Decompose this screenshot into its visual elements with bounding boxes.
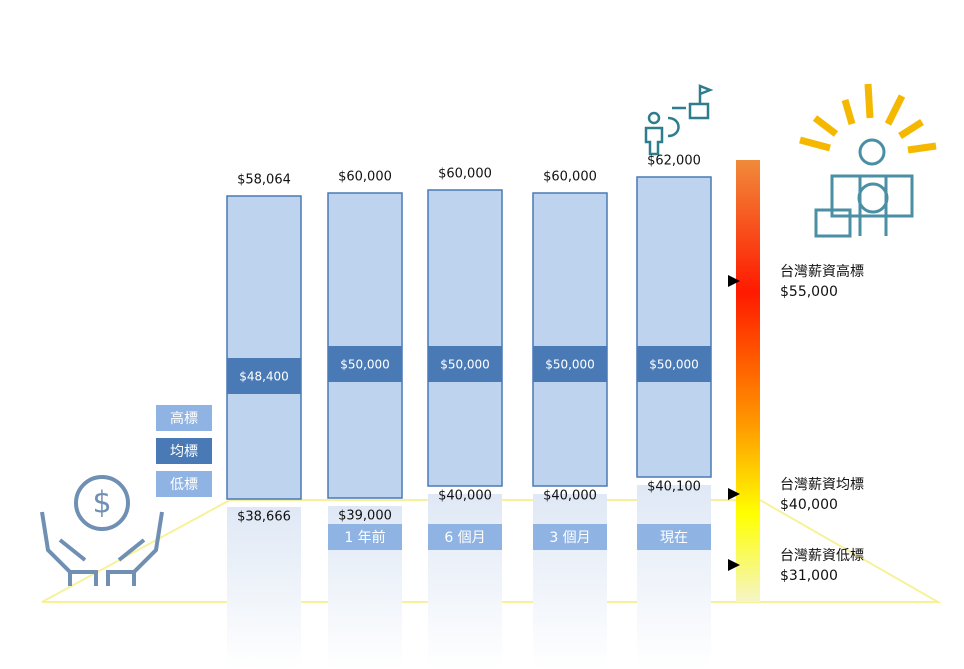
period-label: 1 年前 [344,529,385,546]
average-label: $50,000 [649,358,699,372]
period-box [637,524,711,550]
low-label: $39,000 [338,509,392,524]
svg-text:$: $ [92,486,111,521]
average-band [533,346,607,382]
low-label: $40,000 [438,489,492,504]
average-label: $50,000 [545,358,595,372]
low-label: $40,000 [543,489,597,504]
period-label: 現在 [660,530,688,546]
columns: $48,400 $58,064 $38,666 $50,000 $60,000 $39,0… [226,154,712,669]
benchmark-name: 台灣薪資低標 [780,548,864,564]
average-label: $50,000 [440,358,490,372]
reflection [428,494,502,669]
legend-label: 低標 [170,477,198,493]
marker [728,559,740,571]
benchmarks: 台灣薪資高標 $55,000 台灣薪資均標 $40,000 台灣薪資低標 $31,000 [728,263,864,584]
benchmark-value: $55,000 [780,284,838,300]
period-box [533,524,607,550]
range-bar [636,176,712,478]
average-band [227,358,301,394]
range-bar [226,195,302,500]
marker [728,488,740,500]
heat-scale [736,160,760,602]
benchmark-value: $31,000 [780,568,838,584]
high-label: $62,000 [647,154,701,169]
low-label: $38,666 [237,510,291,525]
range-bar [327,192,403,499]
high-label: $60,000 [338,170,392,185]
low-label: $40,100 [647,480,701,495]
goal-icon [644,84,714,156]
average-band [328,346,402,382]
benchmark-value: $40,000 [780,497,838,513]
average-band [637,346,711,382]
average-label: $50,000 [340,358,390,372]
legend-label: 均標 [170,444,198,460]
marker [728,275,740,287]
high-label: $60,000 [438,167,492,182]
period-box [328,524,402,550]
period-label: 6 個月 [444,530,485,546]
legend-label: 高標 [170,410,198,427]
success-icon [799,83,937,238]
period-label: 3 個月 [549,530,590,546]
high-label: $60,000 [543,170,597,185]
period-box [428,524,502,550]
average-band [428,346,502,382]
benchmark-name: 台灣薪資均標 [780,477,864,493]
reflection [637,485,711,669]
high-label: $58,064 [237,173,291,188]
money-icon: $ [40,475,164,586]
reflection [533,494,607,669]
average-label: $48,400 [239,370,289,384]
benchmark-name: 台灣薪資高標 [780,263,864,280]
reflection [227,507,301,669]
legend-swatch [156,405,212,431]
legend-swatch [156,438,212,464]
legend-swatch [156,471,212,497]
range-bar [532,192,608,487]
range-bar [427,189,503,487]
